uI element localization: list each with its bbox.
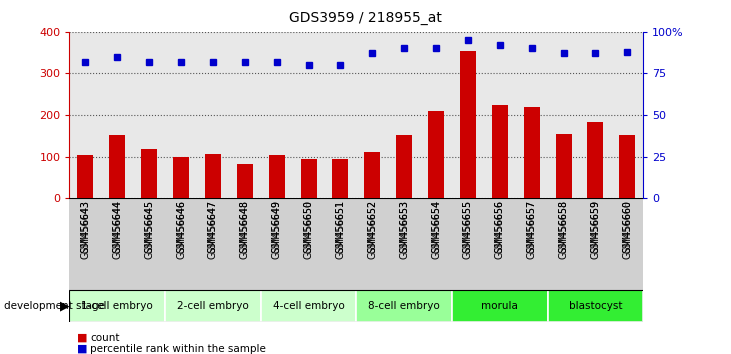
Text: GSM456655: GSM456655 — [463, 200, 473, 253]
Text: GSM456659: GSM456659 — [591, 200, 600, 253]
Text: count: count — [90, 333, 119, 343]
Text: GSM456653: GSM456653 — [399, 200, 409, 253]
Bar — [548, 290, 643, 322]
Text: GSM456648: GSM456648 — [240, 200, 250, 253]
Bar — [300, 159, 317, 198]
Bar — [428, 111, 444, 198]
Text: GSM456647: GSM456647 — [208, 200, 218, 259]
Bar — [173, 156, 189, 198]
Bar — [452, 290, 548, 322]
Bar — [364, 153, 380, 198]
Text: GSM456648: GSM456648 — [240, 200, 250, 259]
Text: GSM456649: GSM456649 — [272, 200, 281, 253]
Text: GSM456645: GSM456645 — [144, 200, 154, 259]
Text: GSM456650: GSM456650 — [303, 200, 314, 259]
Bar — [141, 149, 157, 198]
Text: GSM456657: GSM456657 — [527, 200, 537, 253]
Text: GSM456643: GSM456643 — [80, 200, 91, 253]
Text: GSM456649: GSM456649 — [272, 200, 281, 259]
Bar — [165, 290, 261, 322]
Text: GSM456655: GSM456655 — [463, 200, 473, 259]
Text: GSM456658: GSM456658 — [558, 200, 569, 253]
Text: GSM456652: GSM456652 — [367, 200, 377, 259]
Text: GSM456651: GSM456651 — [336, 200, 346, 259]
Bar — [588, 122, 603, 198]
Bar — [556, 134, 572, 198]
Text: morula: morula — [482, 301, 518, 311]
Text: GSM456657: GSM456657 — [527, 200, 537, 259]
Bar — [69, 198, 643, 290]
Bar — [77, 155, 94, 198]
Text: GSM456645: GSM456645 — [144, 200, 154, 253]
Text: blastocyst: blastocyst — [569, 301, 622, 311]
Text: GSM456653: GSM456653 — [399, 200, 409, 259]
Bar — [261, 290, 356, 322]
Text: GSM456650: GSM456650 — [303, 200, 314, 253]
Text: GSM456654: GSM456654 — [431, 200, 441, 253]
Text: GSM456643: GSM456643 — [80, 200, 91, 259]
Text: 1-cell embryo: 1-cell embryo — [81, 301, 153, 311]
Text: ■: ■ — [77, 333, 87, 343]
Text: ▶: ▶ — [59, 300, 69, 313]
Text: GSM456646: GSM456646 — [176, 200, 186, 253]
Text: GSM456646: GSM456646 — [176, 200, 186, 259]
Text: 8-cell embryo: 8-cell embryo — [368, 301, 440, 311]
Bar — [356, 290, 452, 322]
Text: 2-cell embryo: 2-cell embryo — [177, 301, 249, 311]
Text: GSM456652: GSM456652 — [367, 200, 377, 253]
Bar — [396, 135, 412, 198]
Bar — [69, 290, 165, 322]
Text: GSM456647: GSM456647 — [208, 200, 218, 253]
Bar — [110, 135, 125, 198]
Text: GSM456644: GSM456644 — [113, 200, 122, 253]
Bar — [619, 135, 635, 198]
Text: development stage: development stage — [4, 301, 105, 311]
Text: GSM456654: GSM456654 — [431, 200, 441, 259]
Text: GSM456644: GSM456644 — [113, 200, 122, 259]
Bar — [237, 164, 253, 198]
Text: GSM456651: GSM456651 — [336, 200, 346, 253]
Bar — [460, 51, 476, 198]
Text: 4-cell embryo: 4-cell embryo — [273, 301, 344, 311]
Text: GDS3959 / 218955_at: GDS3959 / 218955_at — [289, 11, 442, 25]
Bar — [333, 159, 349, 198]
Bar — [523, 107, 539, 198]
Text: GSM456656: GSM456656 — [495, 200, 505, 253]
Bar — [269, 155, 284, 198]
Text: GSM456660: GSM456660 — [622, 200, 632, 253]
Text: percentile rank within the sample: percentile rank within the sample — [90, 344, 266, 354]
Text: GSM456656: GSM456656 — [495, 200, 505, 259]
Bar — [492, 105, 508, 198]
Text: ■: ■ — [77, 344, 87, 354]
Text: GSM456660: GSM456660 — [622, 200, 632, 259]
Text: GSM456659: GSM456659 — [591, 200, 600, 259]
Bar — [205, 154, 221, 198]
Text: GSM456658: GSM456658 — [558, 200, 569, 259]
